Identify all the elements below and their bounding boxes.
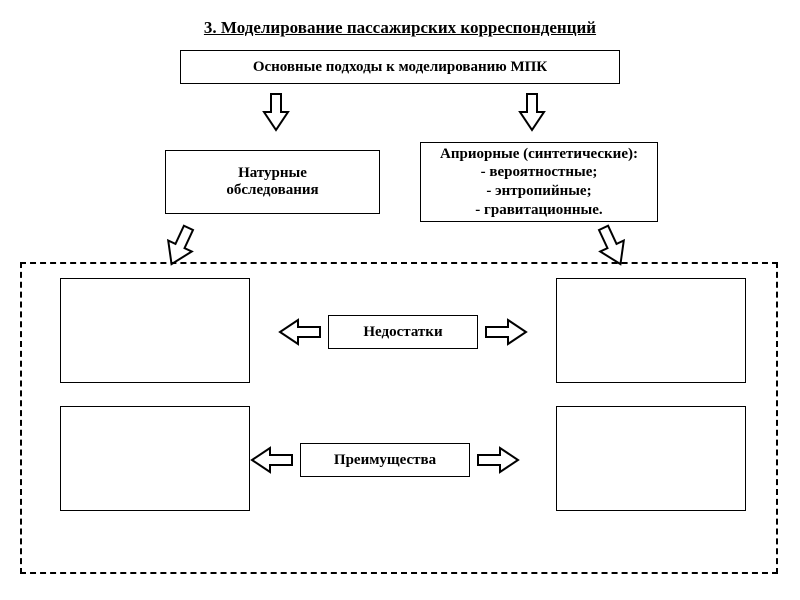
line: Априорные (синтетические): <box>440 145 638 164</box>
line: - энтропийные; <box>440 182 638 201</box>
box-empty-bottom-right <box>556 406 746 511</box>
box-empty-top-right <box>556 278 746 383</box>
line: обследования <box>226 182 318 199</box>
arrow-down-right <box>518 92 546 132</box>
box-drawbacks: Недостатки <box>328 315 478 349</box>
box-apriori: Априорные (синтетические): - вероятностн… <box>420 142 658 222</box>
box-field-surveys: Натурные обследования <box>165 150 380 214</box>
line: Натурные <box>226 165 318 182</box>
line: - вероятностные; <box>440 163 638 182</box>
arrow-left-2 <box>250 446 294 474</box>
box-empty-bottom-left <box>60 406 250 511</box>
box-advantages: Преимущества <box>300 443 470 477</box>
line: - гравитационные. <box>440 201 638 220</box>
arrow-right-2 <box>476 446 520 474</box>
box-field-surveys-text: Натурные обследования <box>226 165 318 199</box>
arrow-right-1 <box>484 318 528 346</box>
box-main-approaches: Основные подходы к моделированию МПК <box>180 50 620 84</box>
arrow-down-left <box>262 92 290 132</box>
box-apriori-text: Априорные (синтетические): - вероятностн… <box>440 145 638 220</box>
page-title: 3. Моделирование пассажирских корреспонд… <box>0 18 800 38</box>
box-empty-top-left <box>60 278 250 383</box>
box-drawbacks-label: Недостатки <box>363 324 442 341</box>
box-main-label: Основные подходы к моделированию МПК <box>253 59 547 76</box>
arrow-left-1 <box>278 318 322 346</box>
box-advantages-label: Преимущества <box>334 452 436 469</box>
